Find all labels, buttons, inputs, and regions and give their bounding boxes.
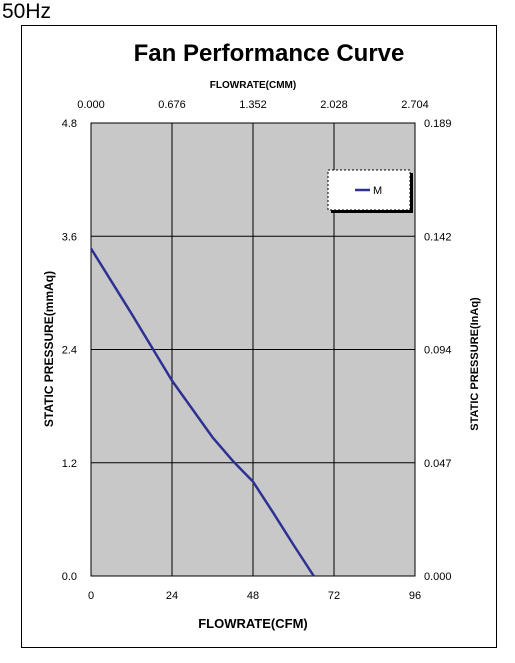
y2-tick-label: 0.000 <box>424 571 452 583</box>
series-group <box>89 247 315 577</box>
y-tick-label: 0.0 <box>62 571 77 583</box>
x-tick-label: 48 <box>247 590 259 602</box>
chart-title: Fan Performance Curve <box>134 40 405 67</box>
y-tick-label: 1.2 <box>62 458 77 470</box>
x2-tick-label: 0.000 <box>77 99 105 111</box>
x2-tick-label: 0.676 <box>158 99 186 111</box>
y-tick-label: 2.4 <box>62 345 77 357</box>
x-tick-label: 24 <box>166 590 178 602</box>
frequency-label: 50Hz <box>2 0 52 23</box>
y-tick-label: 3.6 <box>62 231 77 243</box>
y2-tick-label: 0.142 <box>424 231 452 243</box>
y2-tick-label: 0.189 <box>424 118 452 130</box>
chart-frame <box>21 25 497 648</box>
x-tick-label: 96 <box>409 590 421 602</box>
legend: M <box>327 169 413 213</box>
x-tick-label: 72 <box>328 590 340 602</box>
x2-tick-label: 1.352 <box>239 99 267 111</box>
x2-tick-label: 2.028 <box>320 99 348 111</box>
grid-lines <box>91 123 415 576</box>
y2-axis-label: STATIC PRESSURE(InAq) <box>469 297 481 431</box>
y2-tick-label: 0.047 <box>424 458 452 470</box>
x-tick-label: 0 <box>88 590 94 602</box>
x-axis-label: FLOWRATE(CFM) <box>198 616 308 631</box>
y2-tick-label: 0.094 <box>424 345 452 357</box>
series-line-M <box>89 247 315 577</box>
x2-axis-label: FLOWRATE(CMM) <box>210 80 296 91</box>
y-axis-label: STATIC PRESSURE(mmAq) <box>42 271 56 427</box>
x2-tick-label: 2.704 <box>401 99 429 111</box>
legend-label: M <box>373 185 382 197</box>
tick-labels: 0 0.000 24 0.676 48 1.352 72 2.028 96 2.704 0.0 0.0… <box>62 99 452 602</box>
y-tick-label: 4.8 <box>62 118 77 130</box>
